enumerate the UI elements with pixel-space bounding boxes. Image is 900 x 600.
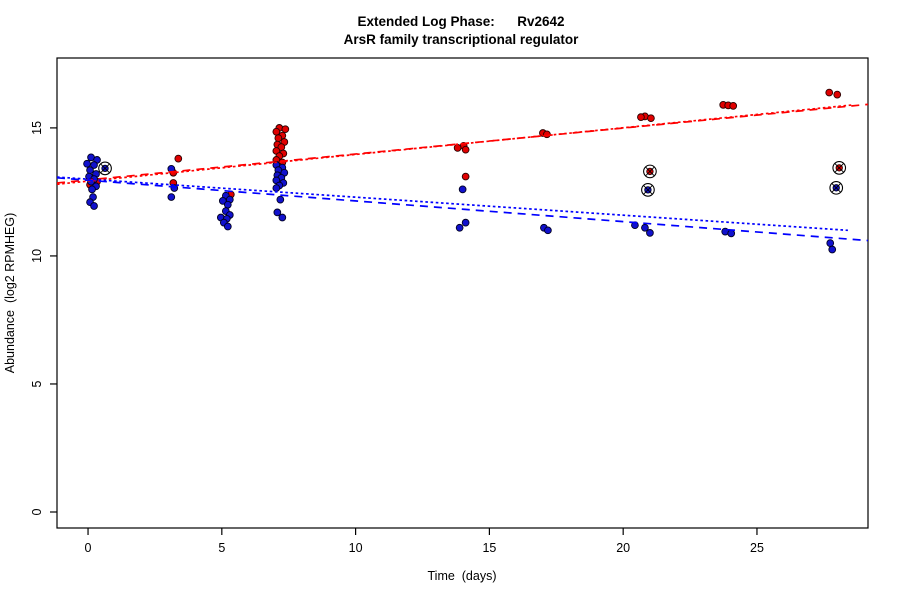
y-tick-label: 0 <box>30 508 44 515</box>
flagged-point-blue <box>829 180 844 195</box>
data-point-red <box>729 102 738 110</box>
flag-ring-icon <box>98 161 112 176</box>
data-point-blue <box>826 239 835 247</box>
flag-cross-icon <box>834 163 844 173</box>
flag-cross-icon <box>645 166 655 177</box>
y-axis-label: Abundance (log2 RPMHEG) <box>3 213 17 374</box>
trend-line-blue-fit-dotted <box>56 176 848 232</box>
data-point-blue <box>83 159 91 168</box>
flagged-point-red <box>643 164 657 179</box>
data-point-red <box>825 88 834 97</box>
x-tick-label: 10 <box>349 541 363 555</box>
x-tick-label: 5 <box>218 541 225 555</box>
data-point-blue <box>86 166 94 175</box>
data-point-red <box>833 90 842 99</box>
plot-area: 0 5 10 15 20 25 0 5 10 15 <box>30 57 869 555</box>
flag-cross-icon <box>100 163 110 174</box>
data-point-blue <box>223 200 232 209</box>
data-point-blue <box>276 195 285 204</box>
x-tick-label: 25 <box>750 541 764 555</box>
flagged-point-red <box>832 161 847 175</box>
x-tick-label: 20 <box>616 541 630 555</box>
data-point-red <box>274 134 283 142</box>
y-tick-label: 10 <box>30 249 44 263</box>
data-point-blue <box>646 229 654 237</box>
x-tick-label: 15 <box>482 541 496 555</box>
data-point-red <box>453 144 462 152</box>
flag-ring-icon <box>832 161 847 175</box>
data-point-blue <box>88 185 96 194</box>
data-point-blue <box>90 202 98 210</box>
plot-title: Extended Log Phase: Rv2642 <box>357 14 564 29</box>
trend-line-blue-fit-dashed <box>56 176 869 242</box>
data-point-red <box>174 154 183 163</box>
data-point-blue <box>455 223 464 232</box>
flag-cross-icon <box>643 185 653 195</box>
data-point-red <box>647 114 655 123</box>
data-point-blue <box>218 197 227 205</box>
flag-ring-icon <box>643 164 657 179</box>
x-axis-label: Time (days) <box>428 569 497 583</box>
flag-cross-icon <box>831 183 841 193</box>
plot-subtitle: ArsR family transcriptional regulator <box>344 32 580 47</box>
x-tick-label: 0 <box>85 541 92 555</box>
trend-line-red-fit-dotted <box>56 104 854 186</box>
data-point-blue <box>641 223 649 232</box>
data-point-red <box>461 145 470 154</box>
data-point-blue <box>544 226 552 235</box>
y-tick-label: 5 <box>30 380 44 387</box>
data-point-red <box>281 125 290 134</box>
data-point-blue <box>90 161 98 169</box>
data-point-blue <box>272 184 281 192</box>
data-point-red <box>543 130 551 139</box>
plot-box <box>56 57 869 529</box>
data-point-blue <box>167 193 176 201</box>
data-point-blue <box>461 218 470 227</box>
flag-ring-icon <box>641 183 655 197</box>
data-point-blue <box>273 208 282 217</box>
data-point-blue <box>278 213 287 222</box>
data-point-blue <box>458 185 467 194</box>
flagged-point-blue <box>641 183 655 197</box>
data-point-blue <box>223 222 232 231</box>
data-point-blue <box>828 245 837 254</box>
data-point-red <box>637 113 645 122</box>
flag-ring-icon <box>829 180 844 195</box>
data-point-red <box>272 127 281 136</box>
flagged-point-blue <box>98 161 112 176</box>
data-point-red <box>461 172 470 181</box>
y-tick-label: 15 <box>30 121 44 135</box>
